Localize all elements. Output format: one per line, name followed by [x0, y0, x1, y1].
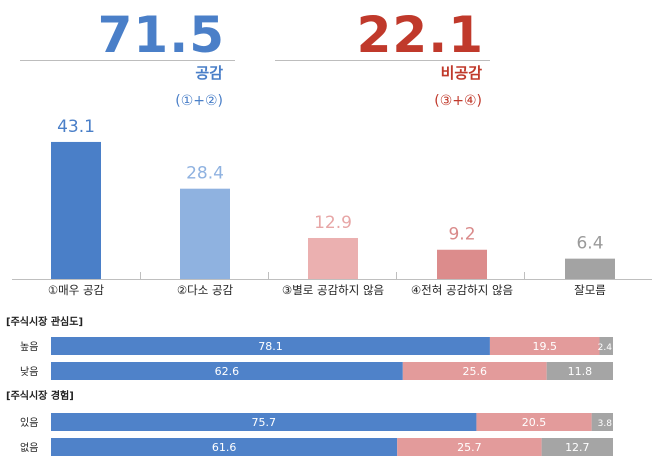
stacked-label-1-2-2: 25.6	[462, 365, 487, 378]
stacked-seg-2-2-2	[397, 438, 542, 456]
category-label-5: 잘모름	[574, 283, 606, 297]
stacked-seg-1-2-1	[51, 362, 403, 380]
agree-total: 71.5	[97, 6, 225, 64]
bar-3	[308, 237, 358, 279]
row-label-2-2: 없음	[20, 441, 38, 454]
stacked-label-1-1-3: 2.4	[598, 343, 613, 353]
stacked-seg-2-1-1	[51, 413, 477, 431]
stacked-seg-2-2-1	[51, 438, 398, 456]
agree-divider	[20, 60, 235, 61]
stacked-label-2-2-2: 25.7	[457, 441, 482, 454]
bar-value-label-3: 12.9	[314, 213, 352, 233]
bar-value-label-5: 6.4	[576, 234, 603, 254]
stacked-label-1-2-3: 11.8	[568, 365, 593, 378]
stacked-seg-2-1-3	[591, 413, 613, 431]
stacked-group-title-1: [주식시장 관심도]	[6, 315, 83, 328]
stacked-seg-1-1-3	[599, 337, 613, 355]
category-label-4: ④전혀 공감하지 않음	[411, 283, 513, 297]
bar-value-label-1: 43.1	[57, 117, 95, 137]
bar-value-label-4: 9.2	[448, 225, 475, 245]
bar-1	[51, 141, 101, 279]
row-label-1-1: 높음	[20, 341, 38, 353]
bar-4	[437, 249, 487, 279]
stacked-group-title-2: [주식시장 경험]	[6, 389, 74, 402]
stacked-label-2-1-2: 20.5	[522, 416, 547, 429]
stacked-seg-2-1-2	[476, 413, 592, 431]
stacked-seg-2-2-3	[541, 438, 613, 456]
agree-formula: (①+②)	[175, 93, 223, 109]
category-label-3: ③별로 공감하지 않음	[282, 283, 384, 297]
disagree-divider	[275, 60, 490, 61]
stacked-label-1-1-2: 19.5	[532, 340, 557, 353]
row-label-1-2: 낮음	[20, 366, 38, 378]
stacked-seg-1-1-2	[489, 337, 600, 355]
disagree-formula: (③+④)	[434, 93, 482, 109]
stacked-label-2-1-1: 75.7	[251, 416, 276, 429]
bar-5	[565, 258, 615, 279]
stacked-label-2-1-3: 3.8	[598, 419, 613, 429]
agree-summary: 71.5 공감 (①+②)	[20, 0, 235, 110]
stacked-seg-1-2-3	[546, 362, 613, 380]
stacked-label-1-2-1: 62.6	[215, 365, 240, 378]
bar-2	[180, 188, 230, 279]
stacked-seg-1-1-1	[51, 337, 490, 355]
disagree-label: 비공감	[440, 64, 482, 82]
category-label-1: ①매우 공감	[48, 283, 105, 297]
stacked-label-1-1-1: 78.1	[258, 340, 283, 353]
stacked-label-2-2-1: 61.6	[212, 441, 237, 454]
agree-label: 공감	[195, 64, 223, 82]
bar-value-label-2: 28.4	[186, 164, 224, 184]
category-label-2: ②다소 공감	[177, 283, 234, 297]
disagree-summary: 22.1 비공감 (③+④)	[275, 0, 490, 110]
stacked-seg-1-2-2	[402, 362, 547, 380]
disagree-total: 22.1	[356, 6, 484, 64]
row-label-2-1: 있음	[20, 417, 38, 429]
stacked-label-2-2-3: 12.7	[565, 441, 590, 454]
